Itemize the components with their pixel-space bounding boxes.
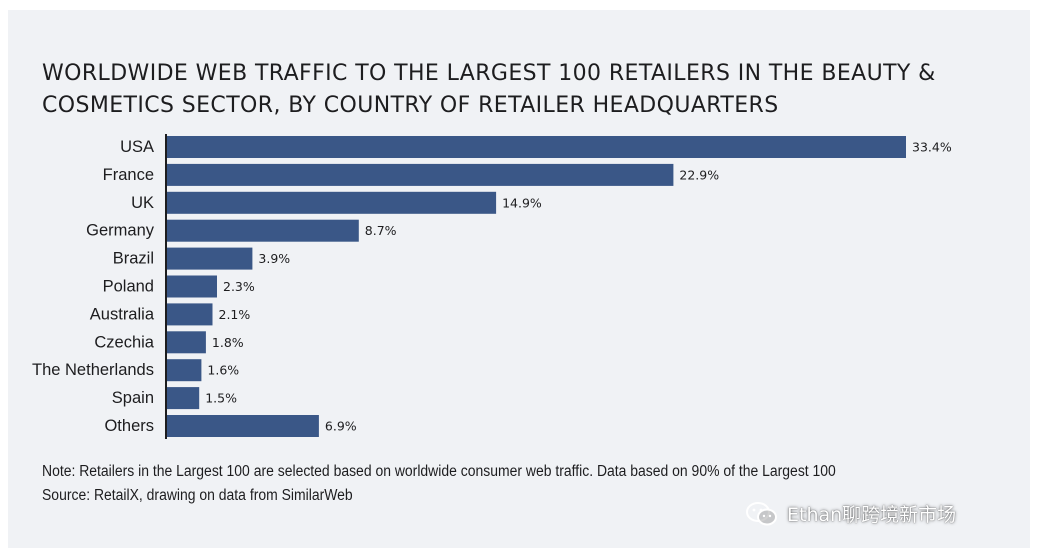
bar-uk xyxy=(166,191,497,214)
category-label: Australia xyxy=(90,305,155,323)
data-label: 3.9% xyxy=(258,251,290,266)
chart-notes: Note: Retailers in the Largest 100 are s… xyxy=(42,460,836,508)
bar-usa xyxy=(166,136,906,158)
watermark-text: Ethan聊跨境新市场 xyxy=(787,504,957,526)
bar-czechia xyxy=(166,331,206,354)
wechat-icon xyxy=(746,501,777,525)
category-label: Others xyxy=(104,417,154,435)
bar-brazil xyxy=(166,247,253,270)
note-text: Note: Retailers in the Largest 100 are s… xyxy=(42,463,836,480)
category-label: USA xyxy=(120,138,154,156)
data-label: 1.6% xyxy=(207,363,239,378)
bar-germany xyxy=(166,219,359,242)
category-label: Germany xyxy=(86,222,155,240)
data-label: 14.9% xyxy=(502,195,542,210)
bar-the-netherlands xyxy=(166,359,202,382)
bars-group: USA 33.4% France 22.9% UK 14.9% Germany 8.7% Bra… xyxy=(32,136,952,437)
data-label: 2.3% xyxy=(223,279,255,294)
data-label: 1.8% xyxy=(212,335,244,350)
bar-australia xyxy=(166,303,213,326)
watermark: Ethan聊跨境新市场 xyxy=(745,500,956,527)
category-label: UK xyxy=(131,194,154,212)
data-label: 1.5% xyxy=(205,391,237,406)
category-label: Poland xyxy=(103,278,154,296)
data-label: 33.4% xyxy=(912,140,952,155)
chart-title: WORLDWIDE WEB TRAFFIC TO THE LARGEST 100… xyxy=(42,61,936,118)
source-text: Source: RetailX, drawing on data from Si… xyxy=(42,487,353,504)
bar-others xyxy=(166,415,319,437)
category-label: Brazil xyxy=(113,250,154,268)
bar-spain xyxy=(166,387,200,410)
data-label: 2.1% xyxy=(219,307,251,322)
data-label: 8.7% xyxy=(365,223,397,238)
category-label: France xyxy=(103,166,154,184)
bar-france xyxy=(166,163,674,186)
category-label: Spain xyxy=(112,389,154,407)
data-label: 6.9% xyxy=(325,419,357,434)
data-label: 22.9% xyxy=(679,167,719,182)
category-label: The Netherlands xyxy=(32,361,154,379)
bar-poland xyxy=(166,275,217,298)
category-label: Czechia xyxy=(94,333,154,351)
